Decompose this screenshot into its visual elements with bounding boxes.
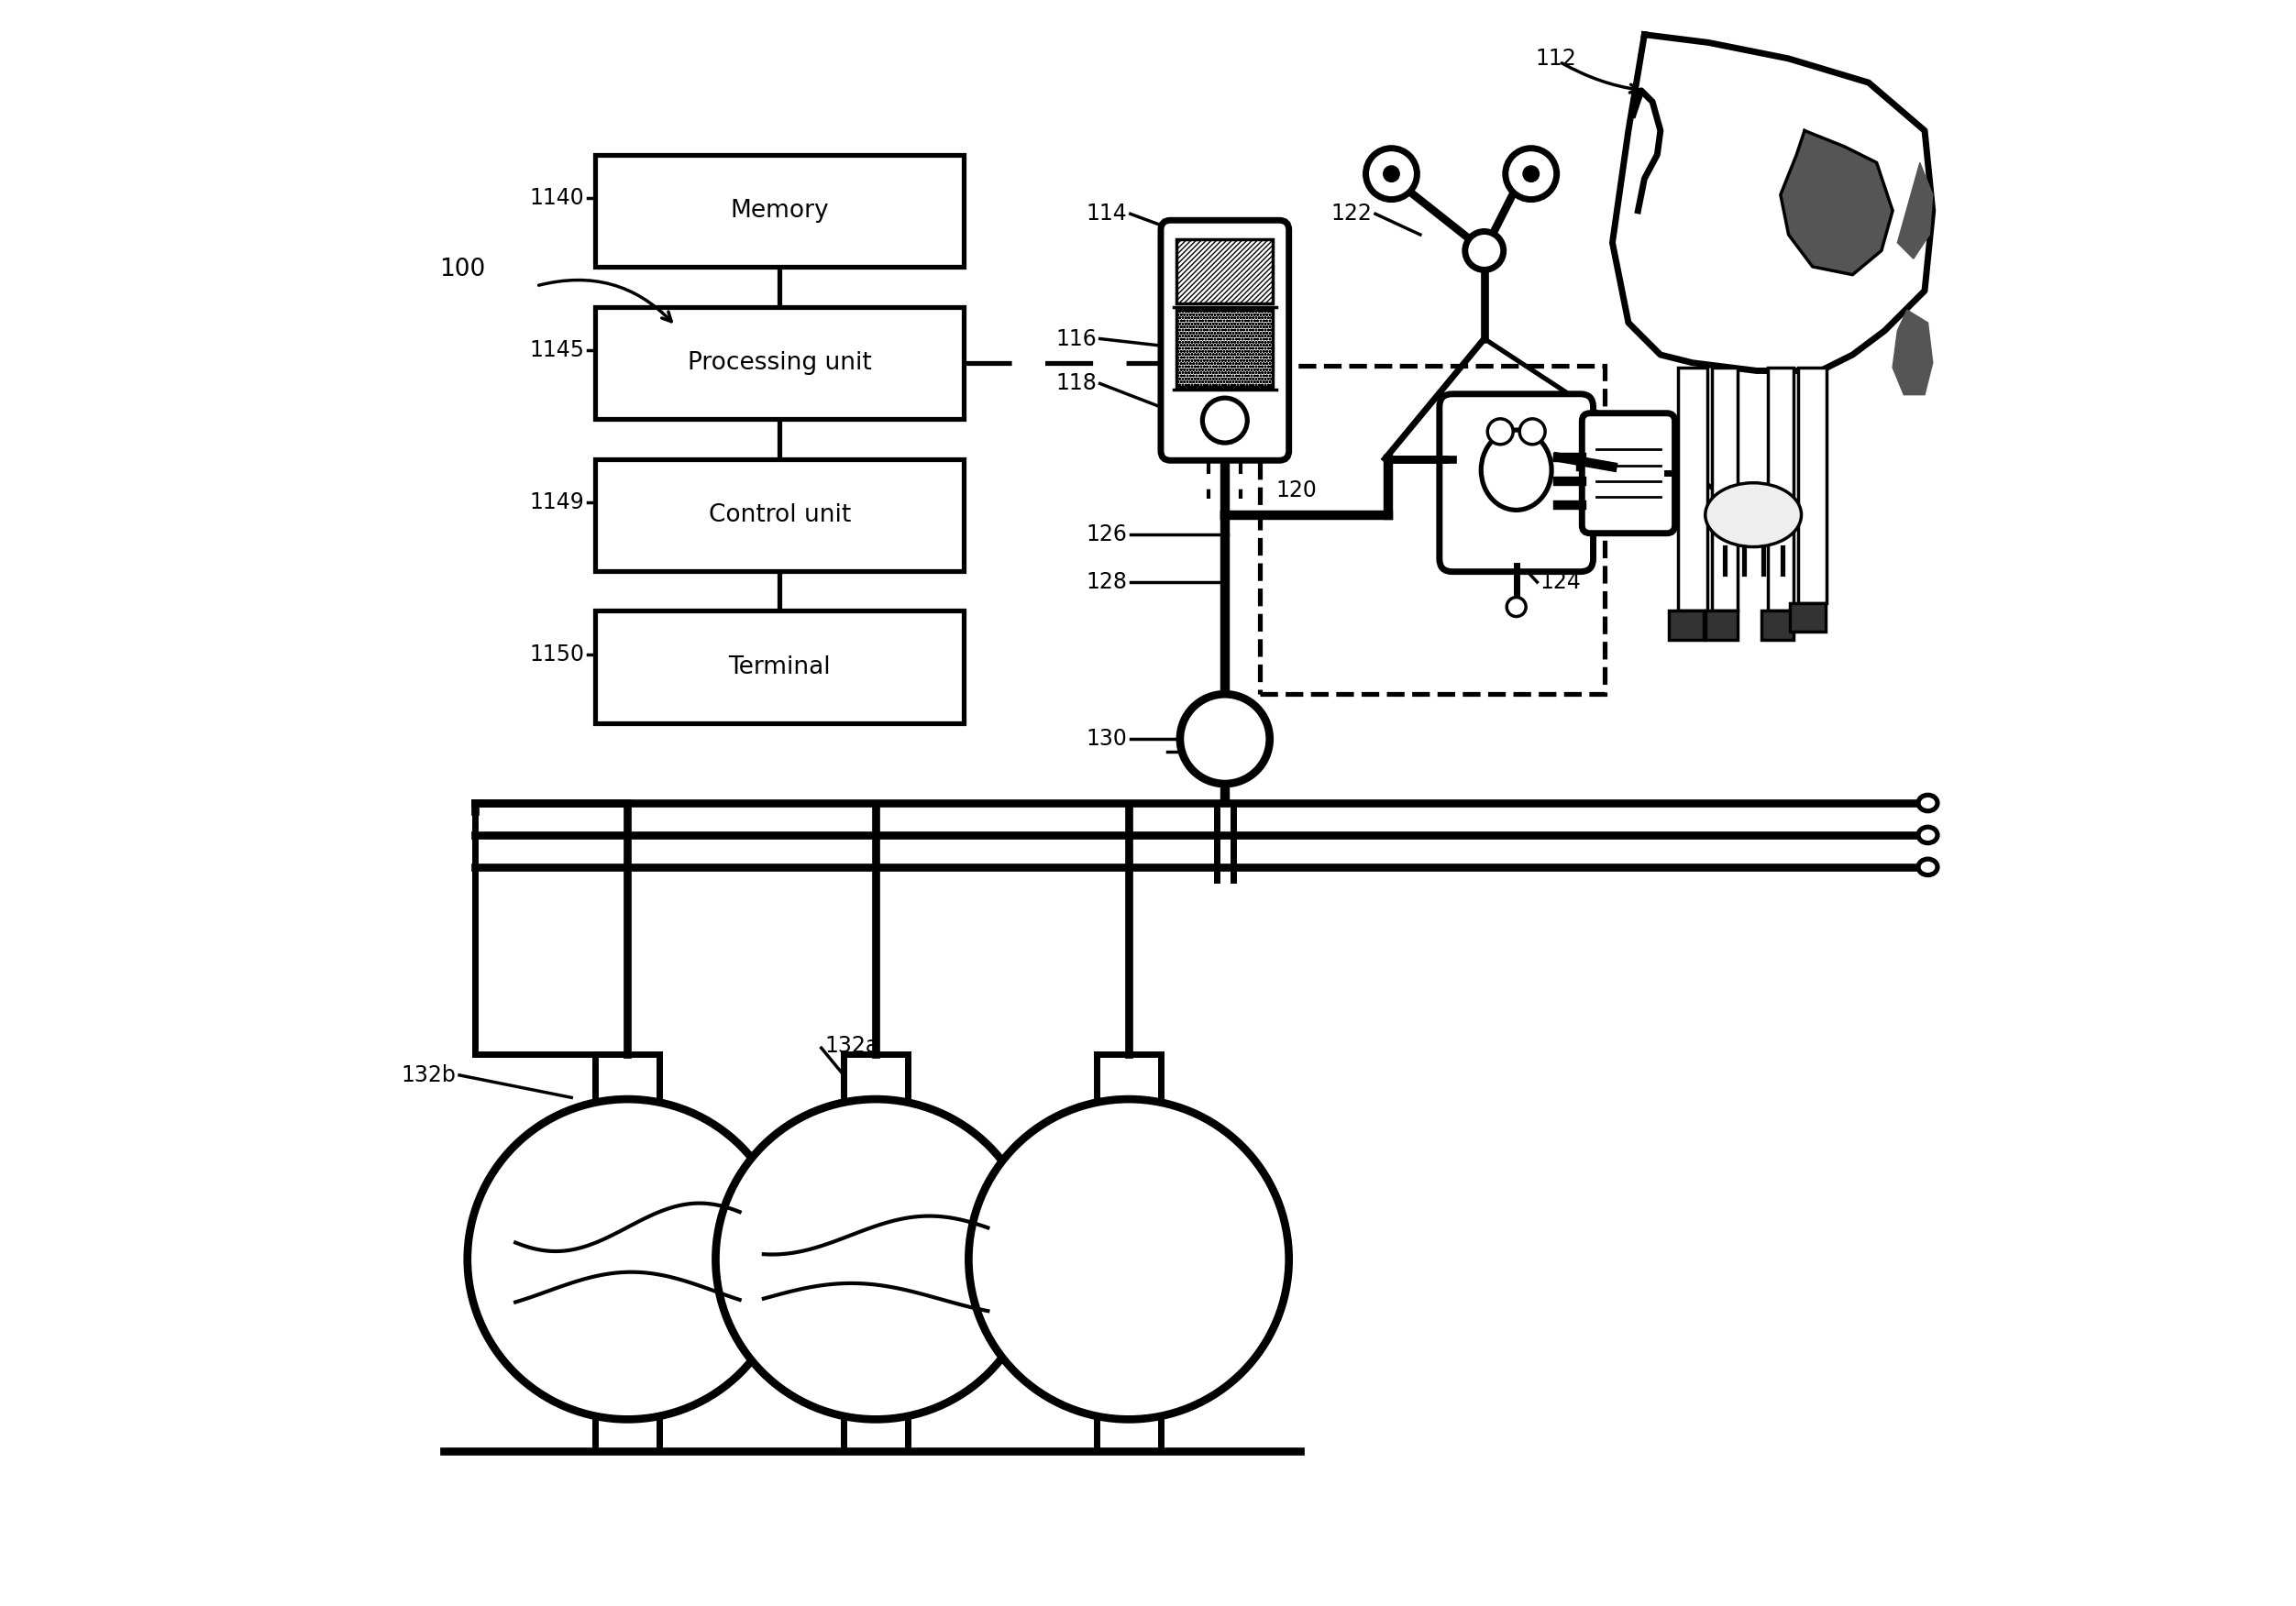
Circle shape — [1506, 148, 1557, 199]
Text: 126: 126 — [1086, 524, 1127, 544]
Text: Terminal: Terminal — [728, 655, 831, 679]
Circle shape — [1203, 398, 1247, 443]
Text: 128: 128 — [1086, 572, 1127, 593]
Text: 122: 122 — [1332, 202, 1373, 225]
FancyBboxPatch shape — [595, 459, 964, 570]
Text: Processing unit: Processing unit — [687, 350, 872, 374]
Ellipse shape — [1917, 827, 1938, 843]
Bar — [1798, 368, 1828, 602]
Text: 124: 124 — [1541, 572, 1582, 593]
Text: 120: 120 — [1277, 480, 1318, 501]
Text: Memory: Memory — [730, 199, 829, 223]
Text: 100: 100 — [439, 259, 487, 281]
Text: 1149: 1149 — [530, 491, 583, 512]
Circle shape — [1465, 231, 1504, 270]
FancyBboxPatch shape — [1178, 310, 1272, 387]
Bar — [1261, 366, 1605, 694]
Circle shape — [1384, 165, 1401, 181]
Text: 1150: 1150 — [530, 642, 583, 665]
Bar — [1669, 610, 1704, 639]
Circle shape — [1180, 694, 1270, 784]
Polygon shape — [1896, 162, 1933, 259]
Ellipse shape — [1917, 795, 1938, 811]
Bar — [1678, 368, 1706, 610]
Circle shape — [1366, 148, 1417, 199]
Bar — [1706, 610, 1738, 639]
Text: 112: 112 — [1536, 48, 1577, 69]
Circle shape — [468, 1099, 788, 1420]
Circle shape — [969, 1099, 1288, 1420]
Text: 1140: 1140 — [530, 186, 583, 209]
FancyBboxPatch shape — [595, 307, 964, 419]
Text: 132a: 132a — [824, 1036, 879, 1057]
Text: 116: 116 — [1056, 328, 1097, 350]
FancyBboxPatch shape — [595, 610, 964, 723]
FancyBboxPatch shape — [1440, 393, 1593, 572]
Ellipse shape — [1917, 859, 1938, 875]
Text: 1145: 1145 — [530, 339, 583, 361]
FancyBboxPatch shape — [1178, 239, 1272, 304]
Text: 118: 118 — [1056, 373, 1097, 395]
FancyBboxPatch shape — [595, 154, 964, 267]
Bar — [1791, 602, 1825, 631]
Bar — [1768, 368, 1793, 610]
Circle shape — [1520, 419, 1545, 445]
Circle shape — [1522, 165, 1538, 181]
Circle shape — [1506, 597, 1527, 617]
Polygon shape — [1892, 310, 1933, 395]
Text: 132b: 132b — [402, 1065, 457, 1086]
FancyBboxPatch shape — [1582, 413, 1674, 533]
Polygon shape — [1779, 130, 1892, 275]
FancyBboxPatch shape — [1162, 220, 1288, 461]
Polygon shape — [1612, 35, 1933, 371]
Ellipse shape — [1706, 483, 1802, 548]
Text: 114: 114 — [1086, 202, 1127, 225]
Circle shape — [1488, 419, 1513, 445]
Ellipse shape — [1481, 430, 1552, 511]
Bar — [1761, 610, 1793, 639]
Text: Control unit: Control unit — [709, 503, 852, 527]
Text: 130: 130 — [1086, 728, 1127, 750]
Bar — [1713, 368, 1738, 610]
Circle shape — [716, 1099, 1035, 1420]
